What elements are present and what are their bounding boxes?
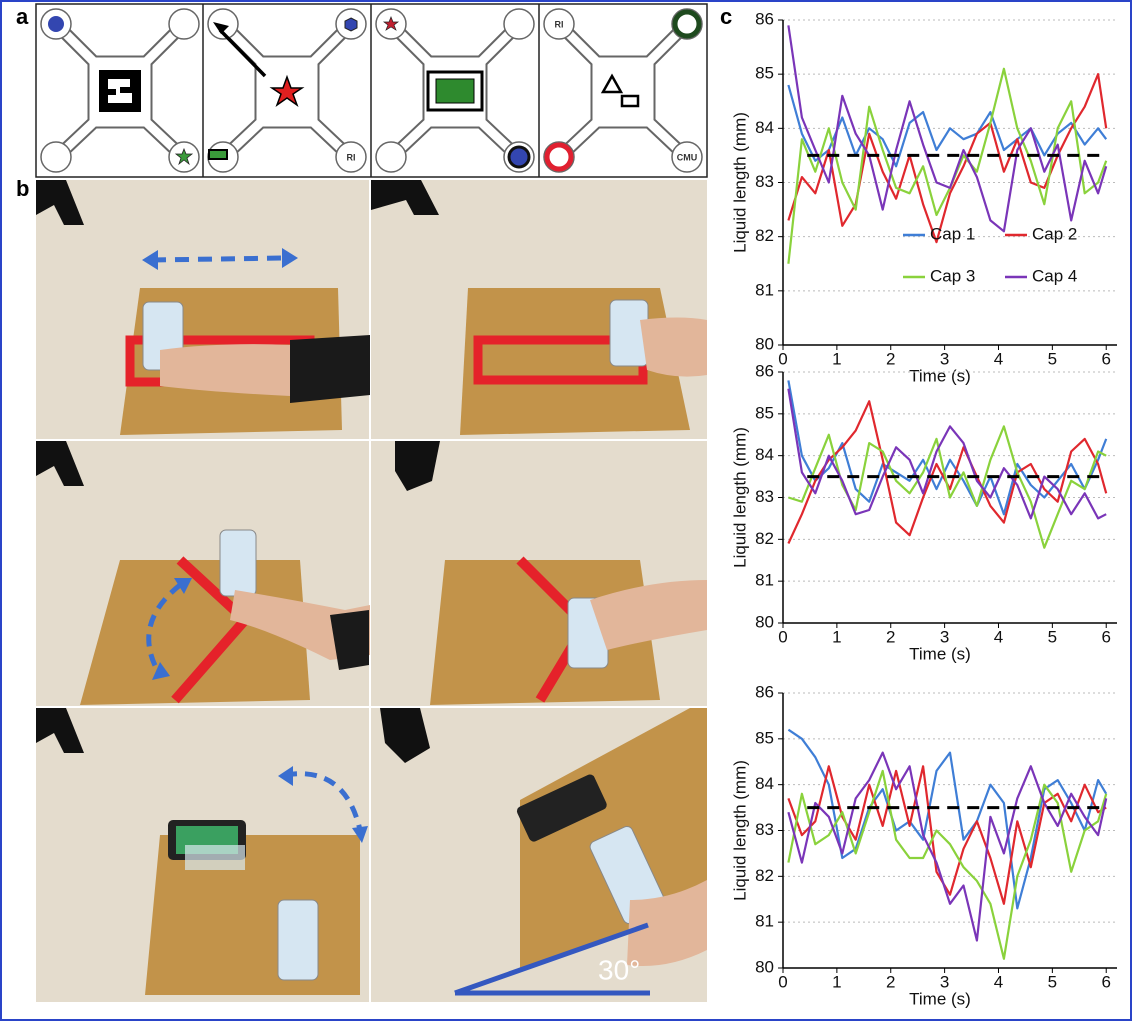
- x-tick-label: 6: [1101, 349, 1110, 368]
- x-tick-label: 5: [1048, 627, 1057, 646]
- panel-b-path: [640, 318, 707, 377]
- legend-label: Cap 1: [930, 224, 975, 243]
- y-tick-label: 83: [755, 820, 774, 839]
- x-tick-label: 5: [1048, 349, 1057, 368]
- y-tick-label: 81: [755, 571, 774, 590]
- y-tick-label: 81: [755, 912, 774, 931]
- page: RI RI CMU a b: [0, 0, 1132, 1021]
- series-line: [788, 380, 1106, 514]
- panel-b-rect: [278, 900, 318, 980]
- y-tick-label: 84: [755, 445, 774, 464]
- x-axis-label: Time (s): [909, 366, 971, 385]
- legend-label: Cap 4: [1032, 266, 1077, 285]
- y-tick-label: 84: [755, 118, 774, 137]
- x-tick-label: 4: [994, 972, 1003, 991]
- x-tick-label: 2: [886, 627, 895, 646]
- x-tick-label: 1: [832, 627, 841, 646]
- x-tick-label: 0: [778, 972, 787, 991]
- y-axis-label: Liquid length (mm): [730, 427, 749, 568]
- panel-a-g-circle: [48, 16, 64, 32]
- cell-text: CMU: [677, 152, 698, 162]
- y-tick-label: 80: [755, 612, 774, 631]
- series-line: [788, 426, 1106, 547]
- x-tick-label: 0: [778, 627, 787, 646]
- x-tick-label: 1: [832, 972, 841, 991]
- x-tick-label: 6: [1101, 972, 1110, 991]
- x-tick-label: 5: [1048, 972, 1057, 991]
- y-tick-label: 85: [755, 728, 774, 747]
- y-tick-label: 83: [755, 172, 774, 191]
- panel-a-g-circle: [509, 147, 529, 167]
- x-tick-label: 0: [778, 349, 787, 368]
- x-tick-label: 2: [886, 349, 895, 368]
- y-axis-label: Liquid length (mm): [730, 760, 749, 901]
- y-tick-label: 82: [755, 529, 774, 548]
- y-tick-label: 86: [755, 361, 774, 380]
- panel-a-g-polygon: [345, 18, 357, 31]
- y-tick-label: 80: [755, 957, 774, 976]
- cell-text: RI: [347, 152, 356, 162]
- y-tick-label: 82: [755, 866, 774, 885]
- y-tick-label: 85: [755, 64, 774, 83]
- x-tick-label: 6: [1101, 627, 1110, 646]
- panel-b-rect: [185, 845, 245, 870]
- panel-b-rect: [220, 530, 256, 596]
- series-line: [788, 771, 1106, 959]
- y-tick-label: 80: [755, 334, 774, 353]
- x-tick-label: 4: [994, 627, 1003, 646]
- panel-a: RI RI CMU a: [16, 4, 707, 177]
- figure: RI RI CMU a b: [0, 0, 1132, 1021]
- x-axis-label: Time (s): [909, 989, 971, 1008]
- panel-a-g-rect: [209, 150, 227, 159]
- panel-label: a: [16, 4, 29, 29]
- legend-label: Cap 3: [930, 266, 975, 285]
- panel-label: c: [720, 4, 732, 29]
- y-tick-label: 86: [755, 9, 774, 28]
- cell-text: RI: [555, 19, 564, 29]
- series-line: [788, 730, 1106, 909]
- angle-label: 30°: [598, 954, 640, 985]
- y-axis-label: Liquid length (mm): [730, 112, 749, 253]
- y-tick-label: 84: [755, 774, 774, 793]
- x-tick-label: 2: [886, 972, 895, 991]
- y-tick-label: 85: [755, 403, 774, 422]
- y-tick-label: 81: [755, 280, 774, 299]
- x-tick-label: 4: [994, 349, 1003, 368]
- series-line: [788, 401, 1106, 543]
- y-tick-label: 82: [755, 226, 774, 245]
- panel-b-path: [290, 335, 370, 403]
- panel-label: b: [16, 176, 29, 201]
- x-tick-label: 1: [832, 349, 841, 368]
- y-tick-label: 86: [755, 682, 774, 701]
- x-axis-label: Time (s): [909, 644, 971, 663]
- legend-label: Cap 2: [1032, 224, 1077, 243]
- panel-b: b: [16, 176, 707, 1002]
- y-tick-label: 83: [755, 487, 774, 506]
- panel-a-g-rect: [436, 79, 474, 103]
